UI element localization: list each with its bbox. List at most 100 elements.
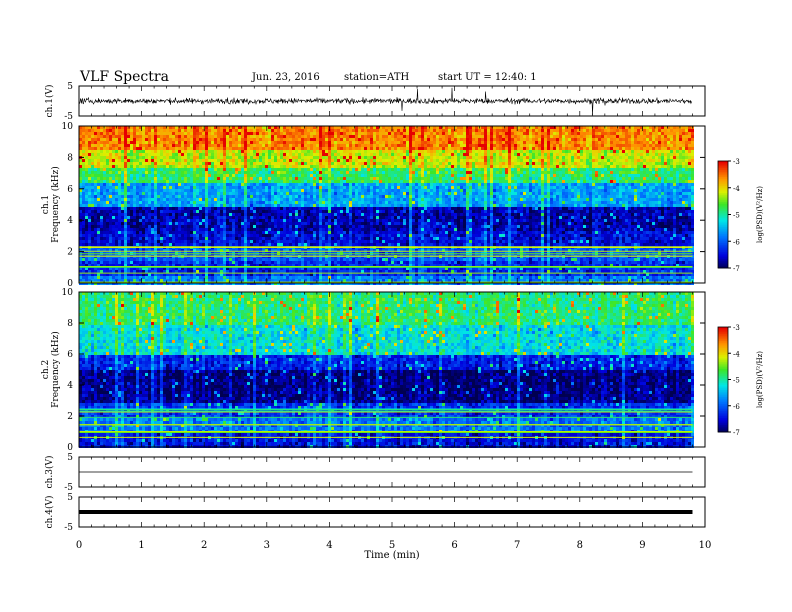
spectrogram-cell — [244, 228, 247, 231]
spectrogram-cell — [214, 183, 217, 186]
spectrogram-cell — [310, 207, 313, 210]
spectrogram-cell — [217, 126, 220, 129]
spectrogram-cell — [259, 141, 262, 144]
spectrogram-cell — [148, 186, 151, 189]
spectrogram-cell — [220, 225, 223, 228]
spectrogram-cell — [163, 216, 166, 219]
spectrogram-cell — [97, 225, 100, 228]
spectrogram-cell — [328, 189, 331, 192]
spectrogram-cell — [286, 159, 289, 162]
spectrogram-cell — [301, 234, 304, 237]
spectrogram-cell — [82, 162, 85, 165]
spectrogram-cell — [337, 138, 340, 141]
spectrogram-cell — [217, 261, 220, 264]
spectrogram-cell — [115, 240, 118, 243]
spectrogram-cell — [154, 129, 157, 132]
spectrogram-cell — [358, 177, 361, 180]
spectrogram-cell — [289, 159, 292, 162]
spectrogram-cell — [229, 228, 232, 231]
spectrogram-cell — [352, 261, 355, 264]
spectrogram-cell — [181, 147, 184, 150]
spectrogram-cell — [340, 225, 343, 228]
spectrogram-cell — [112, 216, 115, 219]
spectrogram-cell — [280, 144, 283, 147]
spectrogram-cell — [103, 171, 106, 174]
spectrogram-cell — [346, 180, 349, 183]
spectrogram-cell — [286, 234, 289, 237]
spectrogram-cell — [226, 225, 229, 228]
spectrogram-cell — [163, 174, 166, 177]
spectrogram-cell — [124, 186, 127, 189]
spectrogram-cell — [235, 240, 238, 243]
spectrogram-cell — [196, 222, 199, 225]
spectrogram-cell — [295, 243, 298, 246]
spectrogram-cell — [340, 264, 343, 267]
spectrogram-cell — [163, 198, 166, 201]
spectrogram-cell — [292, 261, 295, 264]
spectrogram-cell — [337, 204, 340, 207]
spectrogram-cell — [124, 159, 127, 162]
spectrogram-cell — [229, 192, 232, 195]
spectrogram-cell — [355, 234, 358, 237]
spectrogram-cell — [133, 270, 136, 273]
spectrogram-cell — [124, 144, 127, 147]
spectrogram-cell — [139, 144, 142, 147]
spectrogram-cell — [184, 168, 187, 171]
spectrogram-cell — [109, 216, 112, 219]
spectrogram-cell — [229, 201, 232, 204]
spectrogram-cell — [229, 243, 232, 246]
spectrogram-cell — [265, 186, 268, 189]
spectrogram-cell — [157, 171, 160, 174]
spectrogram-cell — [193, 222, 196, 225]
spectrogram-cell — [175, 189, 178, 192]
spectrogram-cell — [88, 273, 91, 276]
spectrogram-cell — [340, 159, 343, 162]
spectrogram-cell — [115, 222, 118, 225]
spectrogram-cell — [259, 210, 262, 213]
spectrogram-cell — [301, 231, 304, 234]
spectrogram-cell — [283, 210, 286, 213]
spectrogram-cell — [307, 228, 310, 231]
spectrogram-cell — [229, 126, 232, 129]
spectrogram-cell — [166, 159, 169, 162]
spectrogram-cell — [277, 219, 280, 222]
spectrogram-cell — [220, 180, 223, 183]
spectrogram-cell — [289, 219, 292, 222]
spectrogram-cell — [247, 126, 250, 129]
spectrogram-cell — [280, 264, 283, 267]
spectrogram-cell — [256, 237, 259, 240]
spectrogram-cell — [121, 153, 124, 156]
spectrogram-cell — [88, 132, 91, 135]
spectrogram-cell — [127, 147, 130, 150]
spectrogram-cell — [265, 141, 268, 144]
spectrogram-cell — [133, 168, 136, 171]
spectrogram-cell — [184, 126, 187, 129]
spectrogram-cell — [325, 153, 328, 156]
spectrogram-cell — [322, 180, 325, 183]
spectrogram-cell — [187, 186, 190, 189]
spectrogram-cell — [343, 228, 346, 231]
spectrogram-cell — [301, 276, 304, 279]
spectrogram-cell — [175, 258, 178, 261]
spectrogram-cell — [286, 168, 289, 171]
spectrogram-cell — [79, 210, 82, 213]
spectrogram-cell — [103, 243, 106, 246]
spectrogram-cell — [79, 204, 82, 207]
spectrogram-cell — [262, 261, 265, 264]
spectrogram-cell — [259, 189, 262, 192]
spectrogram-cell — [346, 192, 349, 195]
spectrogram-cell — [217, 141, 220, 144]
spectrogram-cell — [325, 198, 328, 201]
spectrogram-cell — [130, 267, 133, 270]
spectrogram-cell — [85, 216, 88, 219]
spectrogram-cell — [82, 150, 85, 153]
spectrogram-cell — [277, 189, 280, 192]
spectrogram-cell — [94, 162, 97, 165]
spectrogram-cell — [307, 195, 310, 198]
spectrogram-cell — [226, 201, 229, 204]
spectrogram-cell — [265, 219, 268, 222]
spectrogram-cell — [121, 273, 124, 276]
spectrogram-cell — [340, 144, 343, 147]
spectrogram-cell — [295, 225, 298, 228]
spectrogram-cell — [130, 231, 133, 234]
